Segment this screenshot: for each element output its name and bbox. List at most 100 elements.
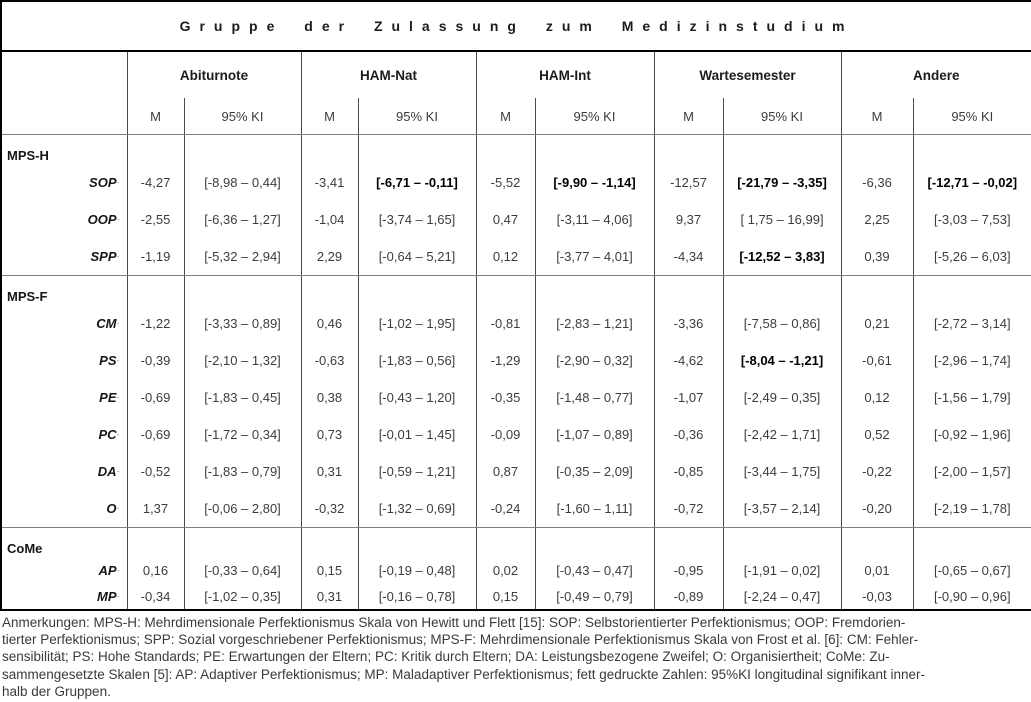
table-title-row: Gruppe der Zulassung zum Medizinstudium	[1, 1, 1031, 52]
ci-value: [-1,60 – 1,11]	[534, 490, 654, 528]
table-row: O· 1,37 [-0,06 – 2,80] -0,32 [-1,32 – 0,69] -…	[1, 490, 1031, 528]
ci-value: [-0,49 – 0,79]	[534, 583, 654, 611]
ci-value: [-3,33 – 0,89]	[183, 305, 301, 342]
empty-cell	[534, 275, 654, 305]
ci-value: [-1,83 – 0,79]	[183, 453, 301, 490]
ci-value: [ 1,75 – 16,99]	[722, 201, 841, 238]
empty-cell	[653, 275, 723, 305]
mean-value: 0,16	[126, 557, 184, 583]
mean-value: -4,62	[653, 342, 723, 379]
footnote-line: sammengesetzte Skalen [5]: AP: Adaptiver…	[2, 666, 925, 682]
empty-cell	[475, 527, 535, 557]
empty-cell	[183, 134, 301, 164]
section-label: MPS-H	[7, 148, 49, 163]
row-label-mark: ·	[116, 318, 120, 328]
ci-value: [-1,83 – 0,45]	[183, 379, 301, 416]
ci-value: [-2,96 – 1,74]	[912, 342, 1031, 379]
section-label: MPS-F	[7, 289, 48, 304]
ci-value: [-7,58 – 0,86]	[722, 305, 841, 342]
col-header-mean: M	[475, 98, 535, 135]
row-label: PS·	[1, 342, 127, 379]
ci-value: [-3,74 – 1,65]	[357, 201, 476, 238]
table-row: DA· -0,52 [-1,83 – 0,79] 0,31 [-0,59 – 1,21]…	[1, 453, 1031, 490]
row-label-text: PE	[99, 390, 117, 405]
table-row: PS· -0,39 [-2,10 – 1,32] -0,63 [-1,83 – 0,56…	[1, 342, 1031, 379]
mean-value: 2,25	[840, 201, 913, 238]
ci-value: [-0,43 – 1,20]	[357, 379, 476, 416]
mean-value: 0,52	[840, 416, 913, 453]
empty-cell	[300, 275, 358, 305]
row-label: PC·	[1, 416, 127, 453]
row-label-text: PC	[98, 427, 117, 442]
mean-value: -6,36	[840, 164, 913, 201]
row-label-mark: ·	[116, 214, 120, 224]
ci-value: [-0,19 – 0,48]	[357, 557, 476, 583]
empty-cell	[653, 527, 723, 557]
empty-cell	[126, 527, 184, 557]
ci-value: [-0,59 – 1,21]	[357, 453, 476, 490]
mean-value: 0,73	[300, 416, 358, 453]
ci-value: [-3,57 – 2,14]	[722, 490, 841, 528]
col-group-ham-int: HAM-Int	[475, 51, 654, 98]
col-header-mean: M	[653, 98, 723, 135]
mean-value: -0,24	[475, 490, 535, 528]
mean-value: -1,19	[126, 238, 184, 276]
ci-value: [-1,83 – 0,56]	[357, 342, 476, 379]
mean-value: 0,38	[300, 379, 358, 416]
mean-value: 0,87	[475, 453, 535, 490]
ci-value: [-12,71 – -0,02]	[912, 164, 1031, 201]
row-label-mark: ·	[116, 251, 120, 261]
table-title: Gruppe der Zulassung zum Medizinstudium	[1, 1, 1031, 52]
mean-value: -3,36	[653, 305, 723, 342]
group-header-row: Abiturnote HAM-Nat HAM-Int Wartesemester…	[1, 51, 1031, 135]
row-label: CM·	[1, 305, 127, 342]
table-row: PE· -0,69 [-1,83 – 0,45] 0,38 [-0,43 – 1,20]…	[1, 379, 1031, 416]
row-label-text: SPP	[90, 249, 117, 264]
footnote-line: sensibilität; PS: Hohe Standards; PE: Er…	[2, 649, 890, 665]
mean-value: 0,15	[475, 583, 535, 611]
empty-cell	[534, 527, 654, 557]
mean-value: -0,34	[126, 583, 184, 611]
table-row: SPP· -1,19 [-5,32 – 2,94] 2,29 [-0,64 – 5,21…	[1, 238, 1031, 276]
section-label-row: MPS-F	[1, 275, 1031, 305]
col-header-ci: 95% KI	[183, 98, 301, 135]
ci-value: [-1,72 – 0,34]	[183, 416, 301, 453]
mean-value: -4,27	[126, 164, 184, 201]
ci-value: [-1,56 – 1,79]	[912, 379, 1031, 416]
empty-cell	[912, 134, 1031, 164]
row-label-mark: ·	[116, 355, 120, 365]
row-label-text: DA	[97, 464, 117, 479]
ci-value: [-2,00 – 1,57]	[912, 453, 1031, 490]
col-header-mean: M	[126, 98, 184, 135]
mean-value: -0,81	[475, 305, 535, 342]
ci-value: [-0,64 – 5,21]	[357, 238, 476, 276]
row-label-mark: ·	[116, 429, 120, 439]
row-label-mark: ·	[116, 590, 120, 601]
ci-value: [-0,90 – 0,96]	[912, 583, 1031, 611]
mean-value: -0,36	[653, 416, 723, 453]
ci-value: [-21,79 – -3,35]	[722, 164, 841, 201]
mean-value: -0,39	[126, 342, 184, 379]
empty-cell	[722, 275, 841, 305]
sub-header-row: M 95% KI M 95% KI M 95% KI M 95% KI M 95…	[1, 98, 1031, 135]
row-label-text: AP	[98, 562, 117, 578]
empty-cell	[653, 134, 723, 164]
ci-value: [-5,26 – 6,03]	[912, 238, 1031, 276]
col-group-andere: Andere	[840, 51, 1031, 98]
ci-value: [-0,43 – 0,47]	[534, 557, 654, 583]
mean-value: -0,03	[840, 583, 913, 611]
mean-value: 0,01	[840, 557, 913, 583]
mean-value: -0,95	[653, 557, 723, 583]
col-group-ham-nat: HAM-Nat	[300, 51, 476, 98]
mean-value: -0,22	[840, 453, 913, 490]
table-footnote: Anmerkungen: MPS-H: Mehrdimensionale Per…	[0, 614, 1031, 700]
ci-value: [-2,24 – 0,47]	[722, 583, 841, 611]
mean-value: -5,52	[475, 164, 535, 201]
ci-value: [-2,19 – 1,78]	[912, 490, 1031, 528]
ci-value: [-3,03 – 7,53]	[912, 201, 1031, 238]
row-label-text: SOP	[89, 175, 117, 190]
ci-value: [-0,65 – 0,67]	[912, 557, 1031, 583]
ci-value: [-2,72 – 3,14]	[912, 305, 1031, 342]
ci-value: [-0,06 – 2,80]	[183, 490, 301, 528]
table-row: CM· -1,22 [-3,33 – 0,89] 0,46 [-1,02 – 1,95]…	[1, 305, 1031, 342]
